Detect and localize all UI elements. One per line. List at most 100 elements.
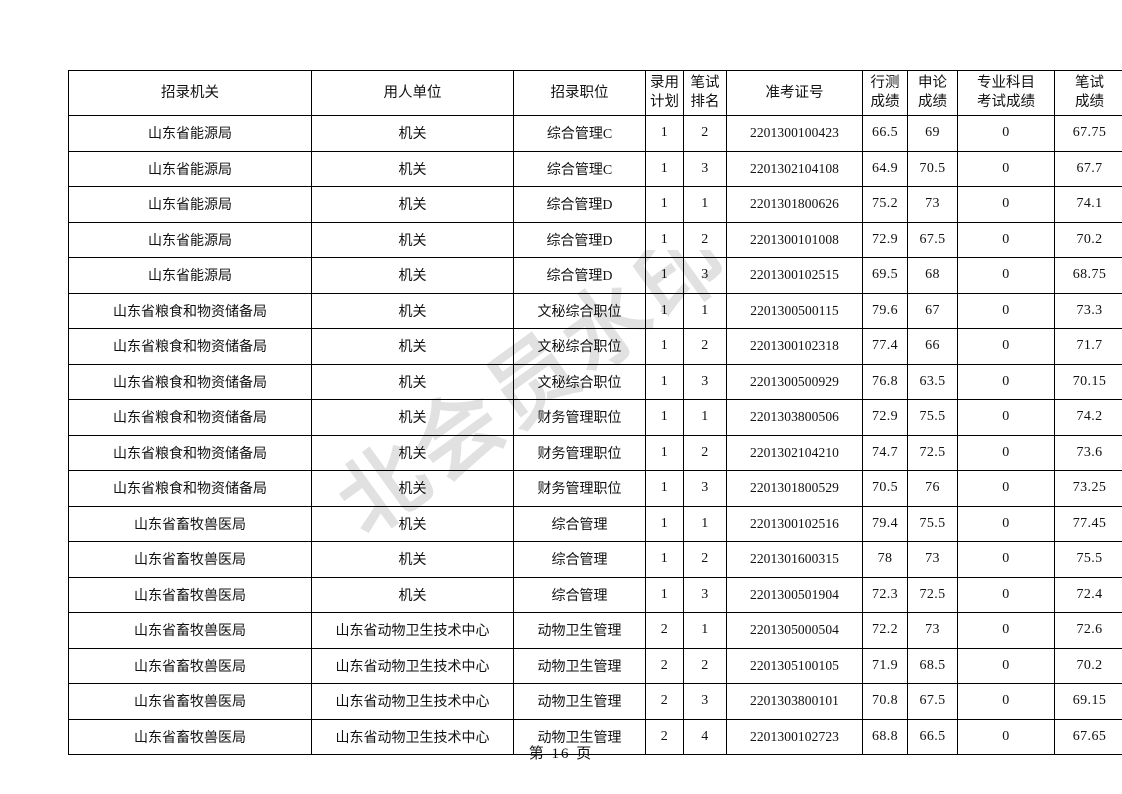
cell-shenlun: 75.5 — [907, 505, 958, 542]
cell-xingce: 79.6 — [862, 292, 908, 329]
cell-shenlun: 73 — [907, 541, 958, 578]
cell-plan: 2 — [645, 612, 684, 649]
cell-exam_no: 2201300500115 — [726, 292, 863, 329]
table-row: 山东省畜牧兽医局 机关 综合管理 1 3 2201300501904 72.3 72.5 0 72… — [68, 576, 1122, 613]
cell-major: 0 — [957, 328, 1055, 365]
cell-written: 69.15 — [1054, 683, 1122, 720]
cell-rank: 3 — [683, 150, 727, 187]
cell-major: 0 — [957, 257, 1055, 294]
cell-plan: 1 — [645, 434, 684, 471]
cell-exam_no: 2201300501904 — [726, 576, 863, 613]
cell-rank: 4 — [683, 718, 727, 755]
cell-exam_no: 2201300102723 — [726, 718, 863, 755]
cell-rank: 3 — [683, 683, 727, 720]
table-row: 山东省粮食和物资储备局 机关 财务管理职位 1 1 2201303800506 72.9 75… — [68, 399, 1122, 436]
cell-position: 动物卫生管理 — [513, 647, 646, 684]
cell-rank: 3 — [683, 363, 727, 400]
cell-position: 财务管理职位 — [513, 399, 646, 436]
cell-position: 综合管理D — [513, 221, 646, 258]
cell-shenlun: 63.5 — [907, 363, 958, 400]
cell-position: 综合管理 — [513, 541, 646, 578]
cell-exam_no: 2201300102318 — [726, 328, 863, 365]
cell-major: 0 — [957, 505, 1055, 542]
cell-xingce: 71.9 — [862, 647, 908, 684]
cell-exam_no: 2201300102515 — [726, 257, 863, 294]
cell-exam_no: 2201300100423 — [726, 115, 863, 152]
cell-agency: 山东省畜牧兽医局 — [68, 505, 312, 542]
results-table: 招录机关 用人单位 招录职位 录用 计划 笔试 排名 准考证号 行测 成绩 申论 成绩 专业科目… — [68, 70, 1122, 755]
cell-xingce: 72.9 — [862, 221, 908, 258]
cell-exam_no: 2201301800529 — [726, 470, 863, 507]
cell-plan: 2 — [645, 683, 684, 720]
cell-plan: 1 — [645, 221, 684, 258]
column-header-label: 录用 计划 — [650, 75, 679, 110]
table-body: 山东省能源局 机关 综合管理C 1 2 2201300100423 66.5 69 0 67.75… — [68, 115, 1122, 755]
cell-unit: 山东省动物卫生技术中心 — [311, 647, 514, 684]
cell-unit: 机关 — [311, 221, 514, 258]
cell-major: 0 — [957, 186, 1055, 223]
cell-written: 67.65 — [1054, 718, 1122, 755]
cell-rank: 1 — [683, 399, 727, 436]
cell-xingce: 64.9 — [862, 150, 908, 187]
cell-exam_no: 2201300102516 — [726, 505, 863, 542]
cell-xingce: 69.5 — [862, 257, 908, 294]
page-footer: 第 16 页 — [0, 742, 1122, 763]
cell-xingce: 74.7 — [862, 434, 908, 471]
cell-shenlun: 72.5 — [907, 576, 958, 613]
cell-major: 0 — [957, 221, 1055, 258]
table-row: 山东省畜牧兽医局 机关 综合管理 1 1 2201300102516 79.4 75.5 0 77… — [68, 505, 1122, 542]
cell-xingce: 72.2 — [862, 612, 908, 649]
cell-exam_no: 2201300101008 — [726, 221, 863, 258]
cell-xingce: 70.5 — [862, 470, 908, 507]
table-row: 山东省畜牧兽医局 山东省动物卫生技术中心 动物卫生管理 2 3 2201303800101… — [68, 683, 1122, 720]
cell-unit: 机关 — [311, 257, 514, 294]
cell-written: 73.25 — [1054, 470, 1122, 507]
cell-rank: 1 — [683, 612, 727, 649]
cell-exam_no: 2201305000504 — [726, 612, 863, 649]
cell-shenlun: 69 — [907, 115, 958, 152]
column-header-label: 申论 成绩 — [918, 75, 947, 110]
cell-unit: 机关 — [311, 292, 514, 329]
table-row: 山东省能源局 机关 综合管理C 1 3 2201302104108 64.9 70.5 0 67.… — [68, 150, 1122, 187]
cell-agency: 山东省粮食和物资储备局 — [68, 434, 312, 471]
cell-written: 74.1 — [1054, 186, 1122, 223]
column-header-agency: 招录机关 — [68, 70, 312, 116]
table-row: 山东省畜牧兽医局 山东省动物卫生技术中心 动物卫生管理 2 4 2201300102723… — [68, 718, 1122, 755]
cell-major: 0 — [957, 470, 1055, 507]
cell-agency: 山东省粮食和物资储备局 — [68, 328, 312, 365]
cell-agency: 山东省畜牧兽医局 — [68, 612, 312, 649]
cell-written: 67.75 — [1054, 115, 1122, 152]
column-header-label: 用人单位 — [383, 84, 442, 101]
cell-shenlun: 73 — [907, 186, 958, 223]
cell-plan: 1 — [645, 115, 684, 152]
cell-position: 综合管理D — [513, 257, 646, 294]
cell-written: 68.75 — [1054, 257, 1122, 294]
cell-agency: 山东省能源局 — [68, 186, 312, 223]
cell-shenlun: 66.5 — [907, 718, 958, 755]
cell-position: 财务管理职位 — [513, 470, 646, 507]
cell-written: 72.4 — [1054, 576, 1122, 613]
cell-position: 动物卫生管理 — [513, 612, 646, 649]
cell-agency: 山东省畜牧兽医局 — [68, 541, 312, 578]
column-header-xingce: 行测 成绩 — [862, 70, 908, 116]
cell-agency: 山东省畜牧兽医局 — [68, 718, 312, 755]
cell-position: 综合管理 — [513, 576, 646, 613]
cell-rank: 1 — [683, 292, 727, 329]
cell-plan: 2 — [645, 647, 684, 684]
column-header-position: 招录职位 — [513, 70, 646, 116]
cell-xingce: 72.9 — [862, 399, 908, 436]
cell-exam_no: 2201301600315 — [726, 541, 863, 578]
cell-unit: 机关 — [311, 470, 514, 507]
cell-plan: 1 — [645, 150, 684, 187]
cell-shenlun: 73 — [907, 612, 958, 649]
table-row: 山东省粮食和物资储备局 机关 文秘综合职位 1 3 2201300500929 76.8 63… — [68, 363, 1122, 400]
cell-xingce: 66.5 — [862, 115, 908, 152]
column-header-label: 准考证号 — [765, 84, 824, 101]
cell-major: 0 — [957, 576, 1055, 613]
cell-rank: 1 — [683, 505, 727, 542]
cell-plan: 1 — [645, 257, 684, 294]
column-header-shenlun: 申论 成绩 — [907, 70, 958, 116]
cell-shenlun: 67.5 — [907, 683, 958, 720]
column-header-label: 笔试 排名 — [690, 75, 720, 110]
column-header-unit: 用人单位 — [311, 70, 514, 116]
